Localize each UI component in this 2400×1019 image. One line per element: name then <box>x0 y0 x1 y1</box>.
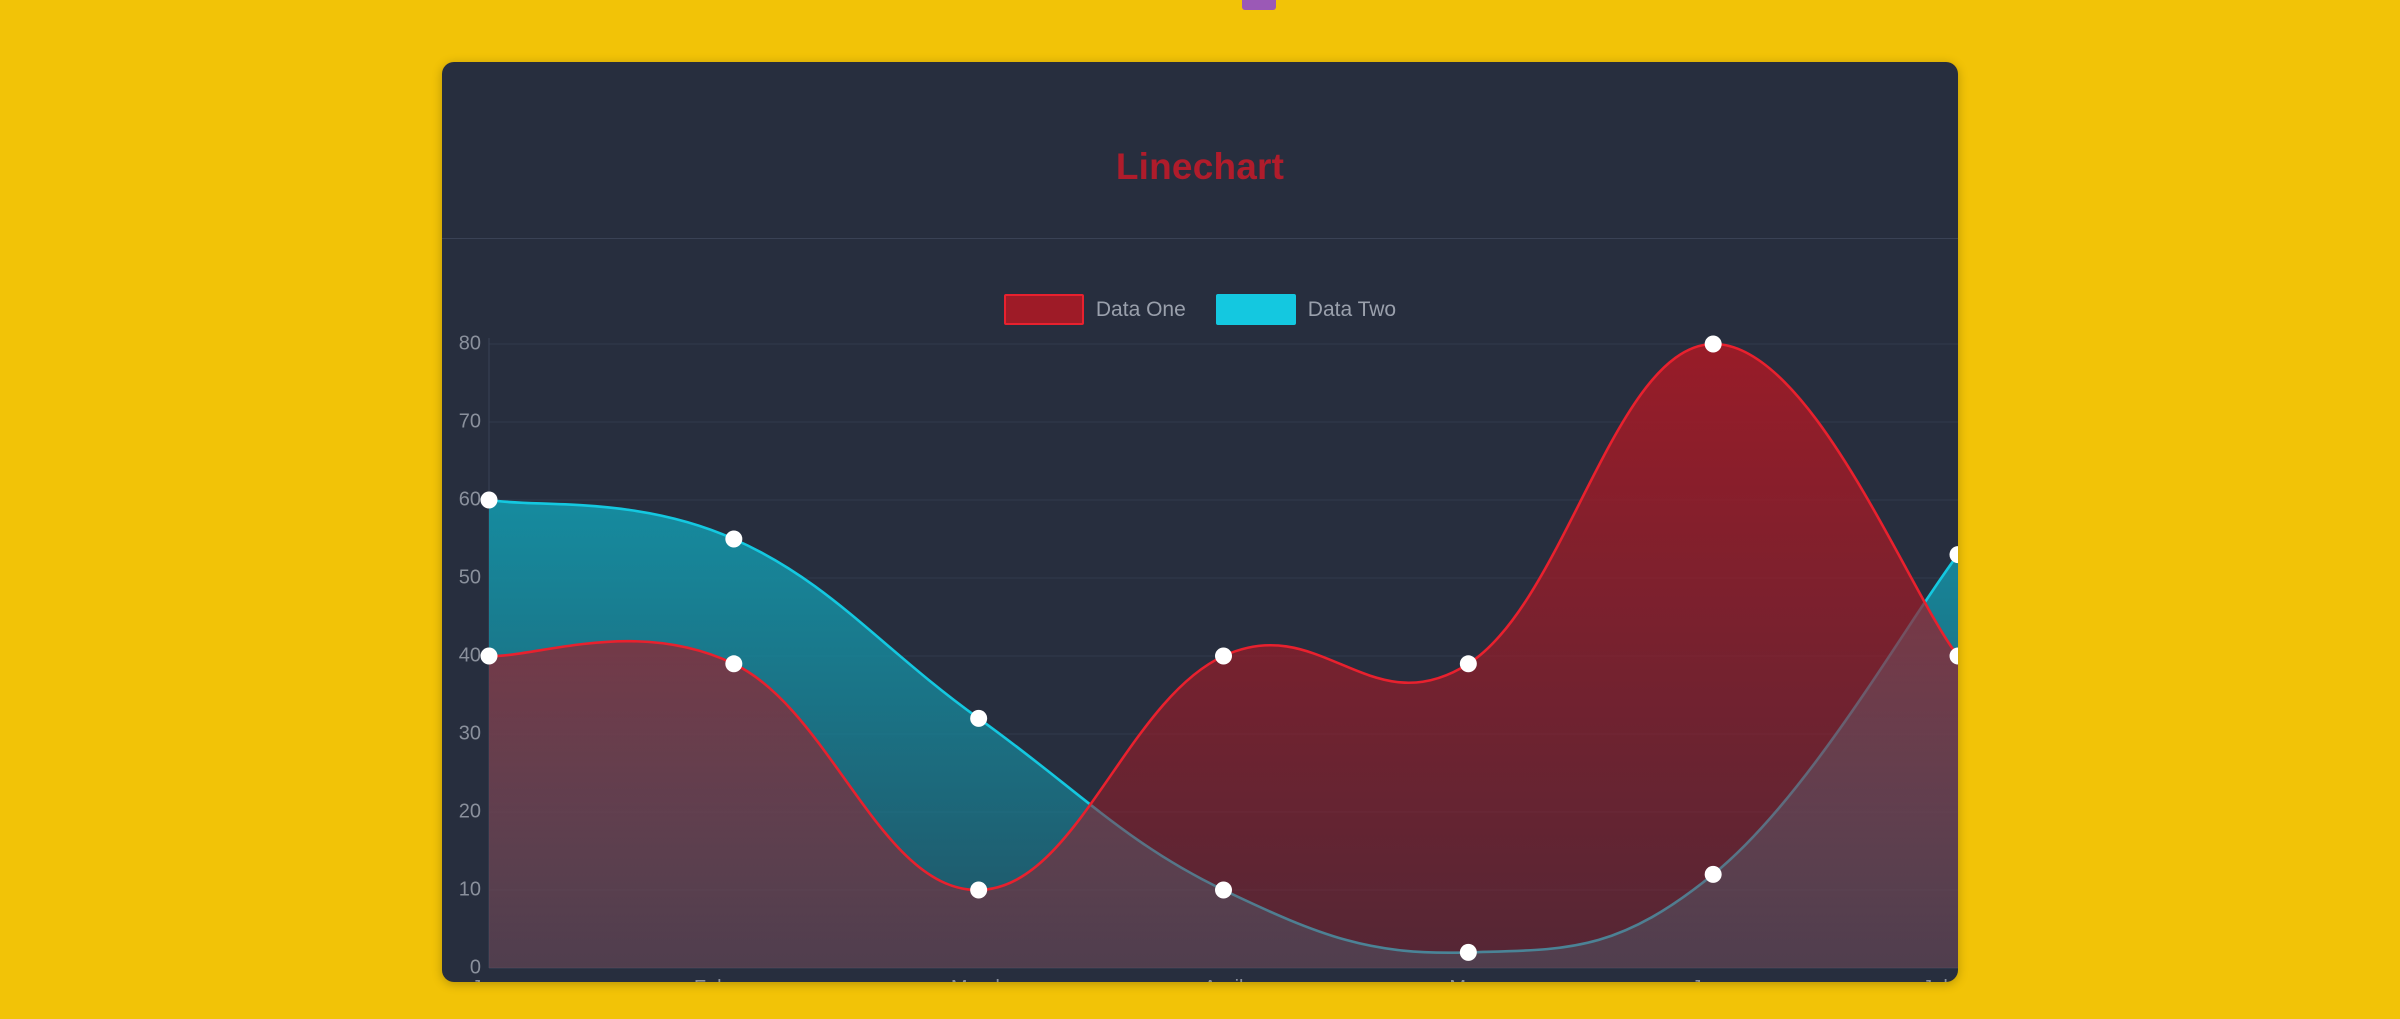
data-point[interactable] <box>1949 546 1959 564</box>
y-axis-tick-label: 80 <box>459 332 481 354</box>
data-point[interactable] <box>970 881 988 899</box>
x-axis-tick-label: February <box>694 977 774 982</box>
y-axis-tick-label: 50 <box>459 566 481 588</box>
x-axis-tick-label: March <box>951 977 1007 982</box>
data-point[interactable] <box>1704 335 1722 353</box>
data-point[interactable] <box>1704 865 1722 883</box>
y-axis-tick-label: 0 <box>470 956 481 978</box>
top-purple-tab <box>1242 0 1276 10</box>
series-area-data-one <box>489 343 1958 968</box>
legend-swatch-icon <box>1003 294 1084 325</box>
y-axis-tick-label: 70 <box>459 410 481 432</box>
data-point[interactable] <box>1215 647 1232 665</box>
data-point[interactable] <box>1459 943 1477 961</box>
legend-item-data-one[interactable]: Data One <box>1003 294 1186 325</box>
y-axis-tick-label: 60 <box>459 488 481 510</box>
page-title: Linechart <box>1115 146 1285 187</box>
linechart-svg: 0 10 20 30 40 50 60 70 80 January February March Apr… <box>459 332 1959 982</box>
y-axis-tick-label: 10 <box>459 878 481 900</box>
data-point[interactable] <box>1459 655 1477 673</box>
x-axis-tick-label: July <box>1922 977 1958 982</box>
data-point[interactable] <box>725 655 743 673</box>
linechart-card: Linechart Data One Data Two 0 10 20 30 40 50 60… <box>442 62 1958 982</box>
data-point[interactable] <box>725 530 743 548</box>
y-axis-tick-label: 30 <box>459 722 481 744</box>
x-axis-tick-label: May <box>1449 977 1487 982</box>
legend-swatch-icon <box>1215 294 1296 325</box>
plot-area: 0 10 20 30 40 50 60 70 80 January February March Apr… <box>442 62 1958 982</box>
legend-item-data-two[interactable]: Data Two <box>1215 294 1397 325</box>
chart-legend: Data One Data Two <box>442 294 1958 325</box>
data-point[interactable] <box>970 709 988 727</box>
legend-item-label: Data Two <box>1307 298 1397 321</box>
title-divider <box>442 238 1958 239</box>
data-point[interactable] <box>480 647 498 665</box>
x-axis-tick-label: April <box>1203 977 1243 982</box>
x-axis-tick-label: January <box>471 977 542 982</box>
series-line-data-one <box>488 342 1958 892</box>
y-axis-tick-label: 20 <box>459 800 481 822</box>
x-axis-tick-label: June <box>1691 977 1734 982</box>
data-point[interactable] <box>480 491 498 509</box>
data-point[interactable] <box>1215 881 1232 899</box>
legend-item-label: Data One <box>1095 298 1186 321</box>
data-point[interactable] <box>1949 647 1959 665</box>
y-axis-tick-label: 40 <box>459 644 481 666</box>
